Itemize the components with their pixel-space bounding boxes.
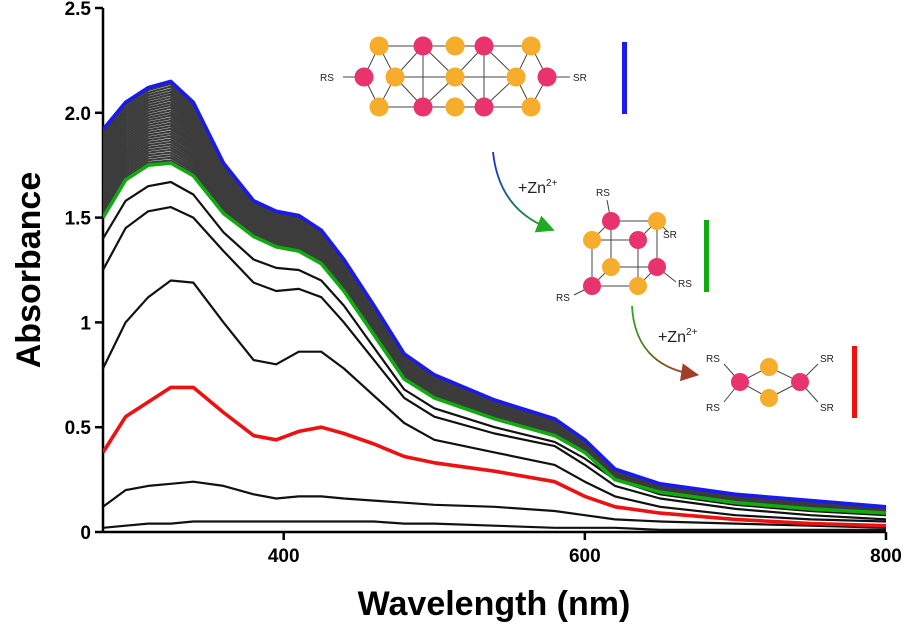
atom-s: [413, 36, 433, 56]
x-axis-title: Wavelength (nm): [358, 585, 631, 623]
x-axis-ticks: 400 600 800: [268, 532, 902, 567]
intermediate-spectrum-line: [103, 159, 887, 514]
atom-zn: [385, 67, 405, 87]
arrow-2: [631, 305, 700, 382]
rs-label: RS: [596, 188, 610, 199]
y-axis-title: Absorbance: [10, 172, 48, 369]
x-tick-label: 400: [268, 546, 300, 567]
atom-zn: [445, 36, 465, 56]
x-tick-label: 800: [870, 546, 902, 567]
sr-label: SR: [663, 230, 677, 241]
atom-s: [474, 97, 494, 117]
atom-zn: [521, 36, 541, 56]
y-tick-label: 0: [80, 523, 91, 544]
zn-label-1: +Zn2+: [518, 178, 558, 197]
atom-zn: [369, 36, 389, 56]
zn-label-2: +Zn2+: [658, 327, 698, 346]
atom-s: [648, 258, 666, 276]
rs-label: RS: [706, 354, 720, 365]
dimer-cluster-diagram: RS RS SR SR: [706, 346, 857, 418]
highlighted-spectrum-line: [103, 385, 887, 528]
arrow-1: [492, 151, 555, 233]
intermediate-spectrum-line: [103, 82, 887, 509]
spectrum-line: [103, 206, 887, 521]
green-marker-bar: [704, 220, 709, 292]
atom-zn: [369, 97, 389, 117]
y-tick-label: 0.5: [65, 418, 92, 439]
sr-label: SR: [820, 403, 834, 414]
x-tick-label: 600: [569, 546, 601, 567]
atom-zn: [648, 212, 666, 230]
atom-zn: [760, 358, 778, 376]
atom-zn: [506, 67, 526, 87]
y-tick-label: 1.5: [65, 209, 92, 230]
atom-s: [583, 277, 601, 295]
spectrum-line: [103, 480, 887, 529]
series-layer: [103, 79, 887, 531]
atom-zn: [583, 231, 601, 249]
rs-label: RS: [320, 73, 334, 84]
sr-label: SR: [820, 354, 834, 365]
intermediate-spectrum-line: [103, 88, 887, 509]
atom-s: [629, 231, 647, 249]
highlighted-spectrum-line: [103, 79, 887, 509]
atom-s: [791, 373, 809, 391]
rs-label: RS: [556, 293, 570, 304]
intermediate-spectrum-line: [103, 85, 887, 509]
y-tick-label: 2.0: [65, 104, 91, 125]
y-tick-label: 1: [80, 313, 91, 334]
intermediate-spectrum-line: [103, 140, 887, 513]
atom-zn: [602, 258, 620, 276]
sr-label: SR: [573, 73, 587, 84]
atom-zn: [629, 277, 647, 295]
highlighted-spectrum-line: [103, 161, 887, 515]
atom-s: [731, 373, 749, 391]
rs-label: RS: [678, 279, 692, 290]
y-axis-ticks: 0 0.5 1 1.5 2.0 2.5: [65, 0, 103, 544]
atom-zn: [521, 97, 541, 117]
red-marker-bar: [852, 346, 857, 418]
atom-s: [354, 67, 374, 87]
spectrum-line: [103, 180, 887, 517]
atom-s: [413, 97, 433, 117]
intermediate-spectrum-line: [103, 138, 887, 513]
spectrum-line: [103, 520, 886, 531]
blue-marker-bar: [622, 42, 627, 114]
atom-s: [602, 212, 620, 230]
rs-label: RS: [706, 403, 720, 414]
atom-zn: [760, 389, 778, 407]
y-tick-label: 2.5: [65, 0, 92, 20]
spectrum-line: [103, 279, 887, 523]
atom-s: [474, 36, 494, 56]
atom-zn: [445, 67, 465, 87]
atom-s: [537, 67, 557, 87]
cube-cluster-diagram: RS SR RS RS: [556, 188, 709, 304]
linear-cluster-diagram: RS SR: [320, 36, 627, 117]
atom-zn: [445, 97, 465, 117]
